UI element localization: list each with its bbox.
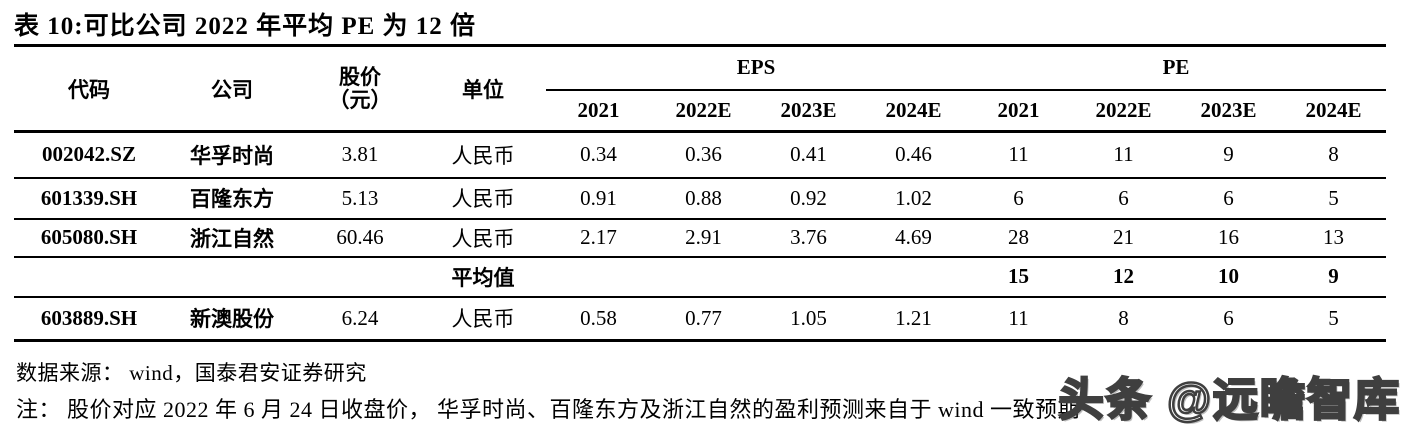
eps-year-2022e: 2022E <box>651 89 756 133</box>
stock-price: 3.81 <box>300 131 420 179</box>
currency-unit: 人民币 <box>420 131 546 179</box>
stock-price <box>300 256 420 298</box>
pe-value: 8 <box>1118 305 1129 330</box>
pe-average: 15 <box>966 256 1072 298</box>
eps-value <box>546 256 651 298</box>
eps-value <box>756 256 861 298</box>
eps-value: 0.41 <box>756 131 861 179</box>
table-row: 601339.SH 百隆东方 5.13 人民币 0.91 0.88 0.92 1… <box>14 177 1387 220</box>
footnote: 注： 股价对应 2022 年 6 月 24 日收盘价， 华孚时尚、百隆东方及浙江… <box>16 397 1081 422</box>
currency-unit: 人民币 <box>451 307 515 332</box>
pe-year-2023e: 2023E <box>1176 89 1282 133</box>
page-title: 表 10:可比公司 2022 年平均 PE 为 12 倍 <box>14 13 477 40</box>
stock-price: 5.13 <box>300 177 420 220</box>
eps-value: 3.76 <box>756 218 861 258</box>
pe-year-2024e: 2024E <box>1281 89 1387 133</box>
pe-value: 11 <box>966 131 1072 179</box>
company-name: 百隆东方 <box>164 177 300 220</box>
data-source-note: 数据来源： wind，国泰君安证券研究 <box>16 361 367 385</box>
pe-value: 6 <box>1176 177 1282 220</box>
eps-value: 0.34 <box>546 131 651 179</box>
eps-value: 2.17 <box>546 218 651 258</box>
average-label: 平均值 <box>420 256 546 298</box>
pe-year-2021: 2021 <box>966 89 1072 133</box>
comparable-companies-table: 代码 公司 股价 （元） 单位 EPS PE 2021 2022E 2023E … <box>14 44 1387 342</box>
eps-value: 0.92 <box>756 177 861 220</box>
group-header-pe: PE <box>966 45 1387 91</box>
pe-average: 9 <box>1281 256 1387 298</box>
eps-value: 2.91 <box>651 218 756 258</box>
eps-value: 1.05 <box>790 305 827 330</box>
pe-value: 13 <box>1281 218 1387 258</box>
eps-year-2024e: 2024E <box>861 89 967 133</box>
pe-value: 16 <box>1176 218 1282 258</box>
stock-price: 60.46 <box>300 218 420 258</box>
col-header-company: 公司 <box>164 45 300 133</box>
pe-value: 8 <box>1281 131 1387 179</box>
stock-code: 601339.SH <box>14 177 164 220</box>
eps-value: 4.69 <box>861 218 967 258</box>
stock-price: 6.24 <box>341 305 379 330</box>
pe-value: 6 <box>1223 305 1234 330</box>
eps-value: 0.91 <box>546 177 651 220</box>
stock-code: 603889.SH <box>40 305 138 330</box>
average-row: 平均值 15 12 10 9 <box>14 256 1387 298</box>
pe-average: 10 <box>1176 256 1282 298</box>
pe-value: 5 <box>1281 177 1387 220</box>
eps-year-2021: 2021 <box>546 89 651 133</box>
stock-code <box>14 256 164 298</box>
col-header-unit: 单位 <box>420 45 546 133</box>
pe-value: 5 <box>1328 305 1339 330</box>
eps-value: 0.36 <box>651 131 756 179</box>
eps-value: 0.46 <box>861 131 967 179</box>
pe-value: 9 <box>1176 131 1282 179</box>
currency-unit: 人民币 <box>420 218 546 258</box>
eps-value: 1.02 <box>861 177 967 220</box>
pe-value: 11 <box>1071 131 1177 179</box>
table-row: 605080.SH 浙江自然 60.46 人民币 2.17 2.91 3.76 … <box>14 218 1387 258</box>
currency-unit: 人民币 <box>420 177 546 220</box>
col-header-code: 代码 <box>14 45 164 133</box>
table-row: 002042.SZ 华孚时尚 3.81 人民币 0.34 0.36 0.41 0… <box>14 131 1387 179</box>
company-name: 华孚时尚 <box>164 131 300 179</box>
group-header-eps: EPS <box>546 45 967 91</box>
pe-value: 11 <box>1008 305 1029 330</box>
pe-average: 12 <box>1071 256 1177 298</box>
eps-value: 0.88 <box>651 177 756 220</box>
pe-value: 21 <box>1071 218 1177 258</box>
company-name: 新澳股份 <box>190 307 274 332</box>
eps-year-2023e: 2023E <box>756 89 861 133</box>
pe-value: 6 <box>1071 177 1177 220</box>
company-name: 浙江自然 <box>164 218 300 258</box>
pe-year-2022e: 2022E <box>1071 89 1177 133</box>
eps-value: 0.58 <box>580 305 617 330</box>
company-name <box>164 256 300 298</box>
eps-value <box>861 256 967 298</box>
col-header-price: 股价 （元） <box>300 45 420 133</box>
eps-value <box>651 256 756 298</box>
pe-value: 28 <box>966 218 1072 258</box>
stock-code: 605080.SH <box>14 218 164 258</box>
pe-value: 6 <box>966 177 1072 220</box>
col-header-price-line1: 股价 <box>339 65 381 90</box>
stock-code: 002042.SZ <box>14 131 164 179</box>
eps-value: 1.21 <box>895 305 932 330</box>
col-header-price-line2: （元） <box>328 87 392 112</box>
table-row: 603889.SH 新澳股份 6.24 人民币 0.58 0.77 1.05 1… <box>14 297 1386 341</box>
eps-value: 0.77 <box>685 305 722 330</box>
watermark: 头条 @远瞻智库 <box>1057 373 1401 427</box>
